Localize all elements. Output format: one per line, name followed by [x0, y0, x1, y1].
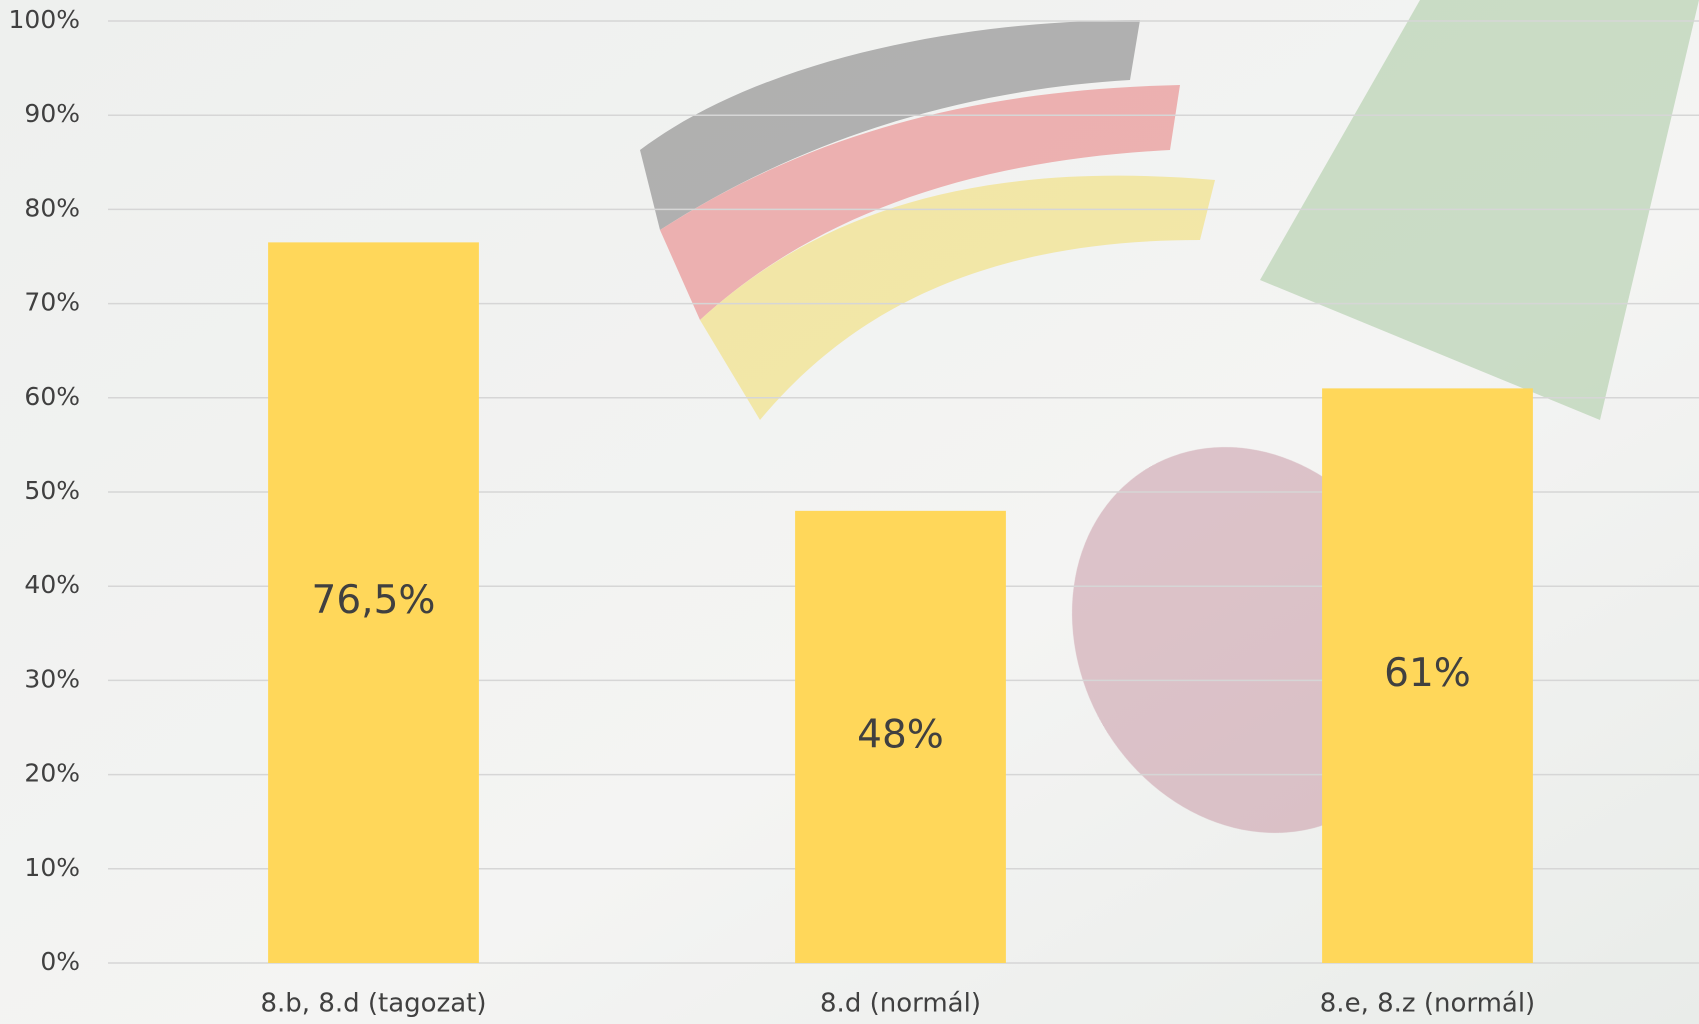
y-tick-label: 30% — [24, 664, 80, 693]
y-tick-label: 90% — [24, 99, 80, 128]
y-tick-label: 60% — [24, 382, 80, 411]
y-tick-label: 80% — [24, 193, 80, 222]
x-tick-label: 8.d (normál) — [820, 989, 981, 1019]
y-tick-label: 10% — [24, 853, 80, 882]
y-tick-label: 40% — [24, 570, 80, 599]
y-tick-label: 70% — [24, 288, 80, 317]
x-tick-label: 8.e, 8.z (normál) — [1320, 989, 1535, 1019]
y-tick-label: 50% — [24, 476, 80, 505]
chart: 0% 10% 20% 30% 40% 50% 60% 70% 80% 90% 100% 8.b, 8.… — [0, 0, 1699, 1024]
y-tick-label: 20% — [24, 759, 80, 788]
value-label: 61% — [1384, 651, 1471, 696]
value-label: 48% — [857, 712, 944, 757]
x-tick-label: 8.b, 8.d (tagozat) — [260, 989, 486, 1019]
value-label: 76,5% — [312, 578, 436, 623]
y-tick-label: 100% — [9, 5, 80, 34]
y-tick-label: 0% — [40, 947, 80, 976]
